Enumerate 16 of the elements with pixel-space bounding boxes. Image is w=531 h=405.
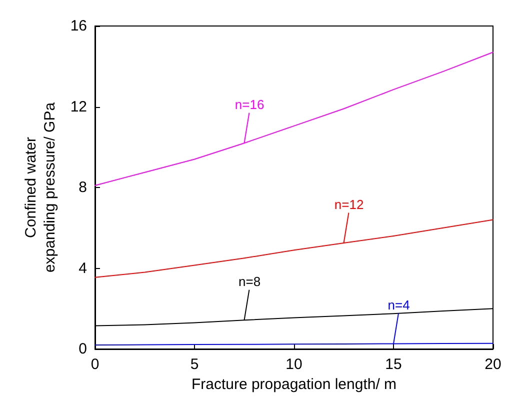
y-tick-label: 0 xyxy=(78,340,87,358)
text: n=8 xyxy=(238,274,261,289)
series-label: n=16 xyxy=(234,96,264,112)
x-tick-label: 5 xyxy=(190,356,199,373)
text: n=4 xyxy=(388,297,410,312)
x-axis-title: Fracture propagation length/ m xyxy=(191,376,397,393)
y-tick-label: 4 xyxy=(78,260,87,277)
text: n=12 xyxy=(334,196,364,212)
x-tick-label: 20 xyxy=(484,356,502,373)
x-tick-label: 0 xyxy=(90,356,100,373)
y-tick-label: 8 xyxy=(78,179,87,196)
x-tick-label: 15 xyxy=(385,356,402,373)
y-tick-label: 12 xyxy=(70,98,87,116)
x-tick-label: 10 xyxy=(286,356,302,373)
y-axis-title: Confined water expanding pressure/ GPa xyxy=(22,102,58,273)
y-tick-label: 16 xyxy=(70,18,87,34)
